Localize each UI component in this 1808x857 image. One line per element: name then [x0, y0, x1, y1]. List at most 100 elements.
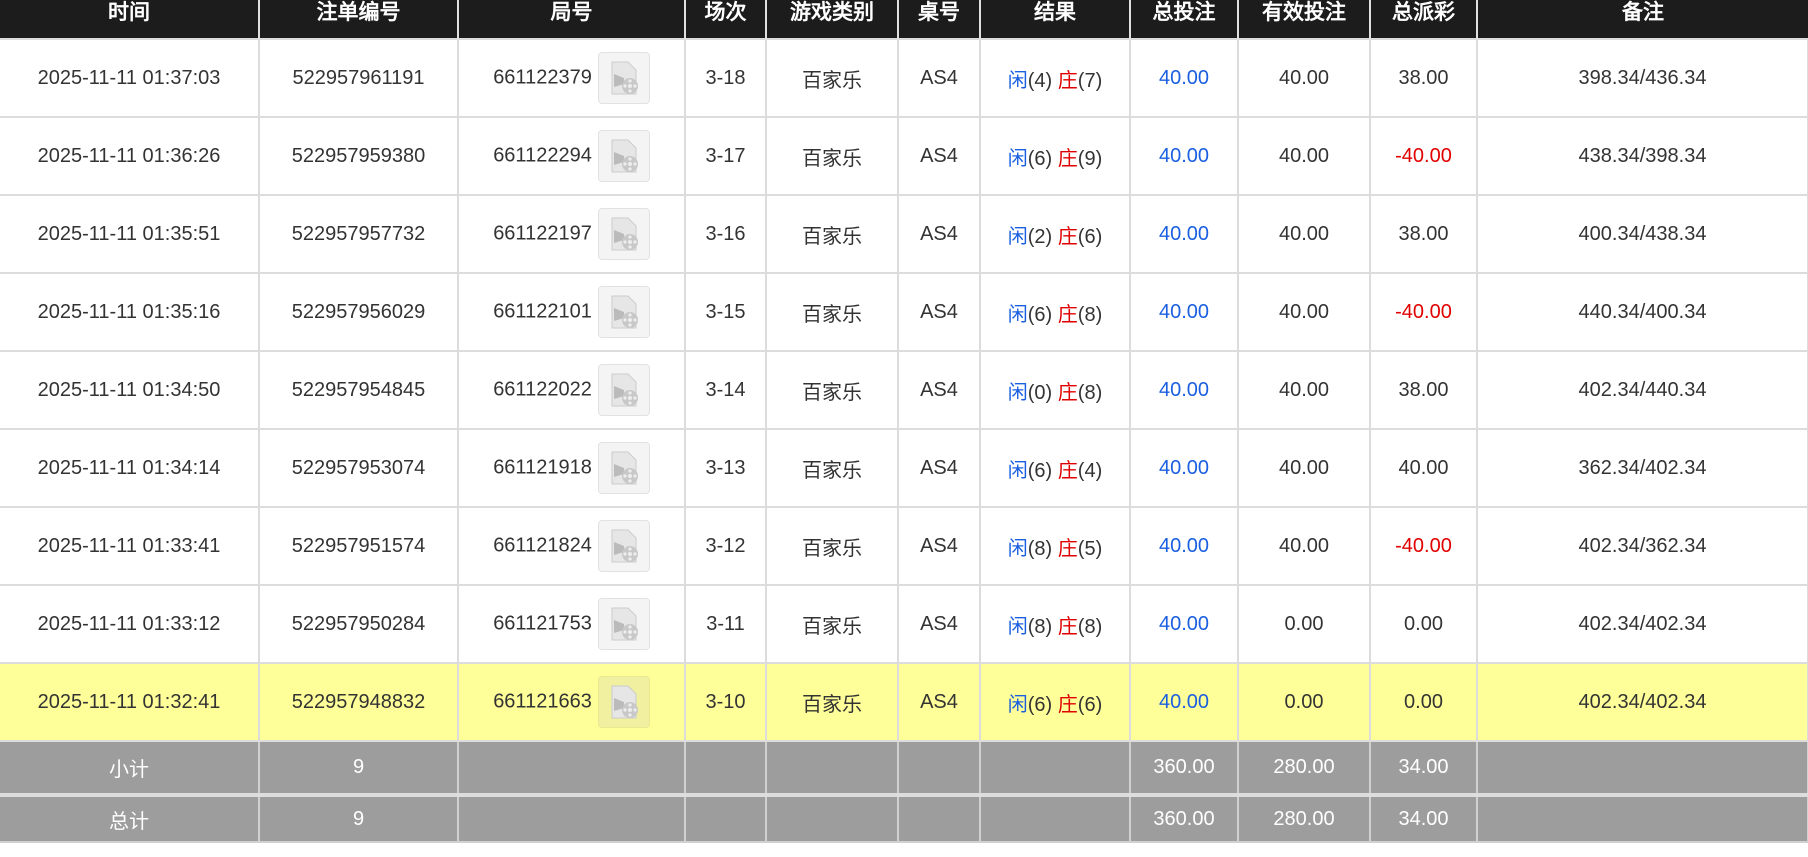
game-type-cell: 百家乐 — [765, 584, 899, 664]
banker-score: (8) — [1077, 615, 1103, 638]
round-cell: 661121824 — [457, 506, 686, 586]
video-file-icon[interactable] — [597, 442, 650, 494]
round-number: 661121918 — [493, 456, 592, 479]
video-file-icon[interactable] — [597, 676, 650, 728]
video-file-icon[interactable] — [597, 130, 650, 182]
table-row[interactable]: 2025-11-11 01:36:26 522957959380 6611222… — [0, 116, 1808, 196]
game-type-cell: 百家乐 — [765, 194, 899, 274]
table-no-cell: AS4 — [897, 350, 981, 430]
table-row[interactable]: 2025-11-11 01:32:41 522957948832 6611216… — [0, 662, 1808, 742]
game-type-cell: 百家乐 — [765, 662, 899, 742]
header-result[interactable]: 结果 — [979, 0, 1130, 39]
bet-id-cell: 522957950284 — [258, 584, 459, 664]
time-cell: 2025-11-11 01:32:41 — [0, 662, 260, 742]
player-score: (6) — [1027, 147, 1053, 170]
round-number: 661121824 — [493, 534, 592, 557]
bet-id-cell: 522957961191 — [258, 38, 459, 118]
valid-bet-cell: 0.00 — [1237, 584, 1371, 664]
game-type-cell: 百家乐 — [765, 428, 899, 508]
subtotal-total-bet: 360.00 — [1129, 740, 1239, 796]
banker-label: 庄 — [1057, 693, 1078, 716]
video-file-icon[interactable] — [597, 286, 650, 338]
empty-cell — [1476, 793, 1808, 843]
table-no-cell: AS4 — [897, 662, 981, 742]
shoe-cell: 3-11 — [684, 584, 767, 664]
banker-label: 庄 — [1057, 303, 1078, 326]
header-total-bet[interactable]: 总投注 — [1129, 0, 1238, 39]
banker-label: 庄 — [1057, 459, 1078, 482]
video-file-icon[interactable] — [597, 52, 650, 104]
header-table-no[interactable]: 桌号 — [897, 0, 980, 39]
table-row[interactable]: 2025-11-11 01:33:12 522957950284 6611217… — [0, 584, 1808, 664]
time-cell: 2025-11-11 01:36:26 — [0, 116, 260, 196]
result-cell: 闲(6) 庄(8) — [979, 272, 1131, 352]
player-label: 闲 — [1007, 537, 1028, 560]
valid-bet-cell: 40.00 — [1237, 506, 1371, 586]
video-file-icon[interactable] — [597, 364, 650, 416]
header-game-type[interactable]: 游戏类别 — [765, 0, 898, 39]
round-number: 661122379 — [493, 66, 592, 89]
video-file-icon[interactable] — [597, 208, 650, 260]
payout-cell: 38.00 — [1369, 194, 1478, 274]
header-time[interactable]: 时间 — [0, 0, 259, 39]
game-type-cell: 百家乐 — [765, 506, 899, 586]
subtotal-label: 小计 — [0, 740, 260, 796]
payout-cell: 38.00 — [1369, 350, 1478, 430]
valid-bet-cell: 0.00 — [1237, 662, 1371, 742]
banker-score: (4) — [1077, 459, 1103, 482]
round-number: 661122101 — [493, 300, 592, 323]
table-no-cell: AS4 — [897, 272, 981, 352]
header-payout[interactable]: 总派彩 — [1369, 0, 1477, 39]
bet-id-cell: 522957951574 — [258, 506, 459, 586]
valid-bet-cell: 40.00 — [1237, 38, 1371, 118]
header-note[interactable]: 备注 — [1476, 0, 1808, 39]
round-cell: 661122294 — [457, 116, 686, 196]
time-cell: 2025-11-11 01:34:14 — [0, 428, 260, 508]
total-payout: 34.00 — [1369, 793, 1478, 843]
empty-cell — [765, 793, 899, 843]
valid-bet-cell: 40.00 — [1237, 272, 1371, 352]
total-bet-cell: 40.00 — [1129, 506, 1239, 586]
player-label: 闲 — [1007, 147, 1028, 170]
table-row[interactable]: 2025-11-11 01:33:41 522957951574 6611218… — [0, 506, 1808, 586]
round-number: 661122197 — [493, 222, 592, 245]
header-shoe[interactable]: 场次 — [684, 0, 766, 39]
banker-label: 庄 — [1057, 615, 1078, 638]
time-cell: 2025-11-11 01:35:51 — [0, 194, 260, 274]
note-cell: 402.34/362.34 — [1476, 506, 1808, 586]
table-row[interactable]: 2025-11-11 01:37:03 522957961191 6611223… — [0, 38, 1808, 118]
bet-id-cell: 522957954845 — [258, 350, 459, 430]
time-cell: 2025-11-11 01:35:16 — [0, 272, 260, 352]
banker-score: (8) — [1077, 303, 1103, 326]
game-type-cell: 百家乐 — [765, 350, 899, 430]
note-cell: 400.34/438.34 — [1476, 194, 1808, 274]
player-score: (6) — [1027, 459, 1053, 482]
table-row[interactable]: 2025-11-11 01:35:16 522957956029 6611221… — [0, 272, 1808, 352]
shoe-cell: 3-16 — [684, 194, 767, 274]
empty-cell — [457, 793, 686, 843]
empty-cell — [897, 793, 981, 843]
table-row[interactable]: 2025-11-11 01:34:14 522957953074 6611219… — [0, 428, 1808, 508]
player-score: (0) — [1027, 381, 1053, 404]
banker-score: (6) — [1077, 693, 1103, 716]
round-number: 661122022 — [493, 378, 592, 401]
table-row[interactable]: 2025-11-11 01:35:51 522957957732 6611221… — [0, 194, 1808, 274]
video-file-icon[interactable] — [597, 520, 650, 572]
video-file-icon[interactable] — [597, 598, 650, 650]
header-bet-id[interactable]: 注单编号 — [258, 0, 458, 39]
payout-cell: -40.00 — [1369, 272, 1478, 352]
round-cell: 661121663 — [457, 662, 686, 742]
result-cell: 闲(6) 庄(6) — [979, 662, 1131, 742]
bet-id-cell: 522957948832 — [258, 662, 459, 742]
time-cell: 2025-11-11 01:34:50 — [0, 350, 260, 430]
bet-id-cell: 522957956029 — [258, 272, 459, 352]
table-row[interactable]: 2025-11-11 01:34:50 522957954845 6611220… — [0, 350, 1808, 430]
table-no-cell: AS4 — [897, 194, 981, 274]
header-round[interactable]: 局号 — [457, 0, 685, 39]
round-cell: 661121918 — [457, 428, 686, 508]
header-valid-bet[interactable]: 有效投注 — [1237, 0, 1370, 39]
payout-cell: 40.00 — [1369, 428, 1478, 508]
total-bet-cell: 40.00 — [1129, 272, 1239, 352]
total-bet-cell: 40.00 — [1129, 584, 1239, 664]
